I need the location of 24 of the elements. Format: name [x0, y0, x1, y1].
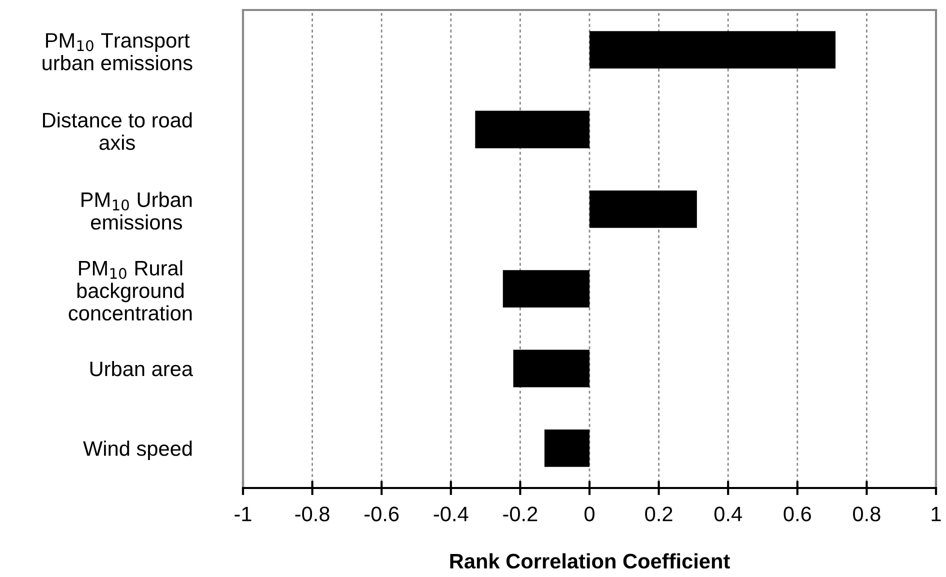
- x-tick-label: 0.8: [853, 506, 880, 522]
- x-tick-label: -0.4: [434, 506, 468, 522]
- x-tick-label: 0: [584, 506, 594, 522]
- y-tick-label: Distance to road axis: [43, 112, 192, 150]
- bar: [590, 190, 697, 228]
- y-tick-label: Wind speed: [83, 440, 192, 460]
- bar: [502, 270, 590, 308]
- y-tick-label: Urban area: [90, 360, 194, 376]
- y-tick-label: PM$_{10}$ Transport urban emissions: [42, 33, 192, 70]
- x-tick-label: -0.8: [295, 506, 330, 522]
- x-tick-label: 0.6: [784, 506, 811, 522]
- x-tick-label: 0.4: [714, 506, 742, 522]
- bar: [475, 110, 590, 148]
- bar: [590, 31, 836, 69]
- x-tick-label: 0.2: [645, 506, 672, 522]
- y-tick-label: PM$_{10}$ Urban emissions: [82, 192, 192, 230]
- x-tick-label: -0.6: [364, 506, 399, 522]
- x-tick-label: 1: [932, 506, 941, 522]
- bar: [544, 429, 590, 467]
- x-axis-title: Rank Correlation Coefficient: [450, 553, 730, 569]
- x-tick-label: -1: [234, 506, 252, 522]
- x-tick-label: -0.2: [503, 506, 538, 522]
- bar: [513, 350, 590, 388]
- y-tick-label: PM$_{10}$ Rural background concentration: [68, 260, 192, 321]
